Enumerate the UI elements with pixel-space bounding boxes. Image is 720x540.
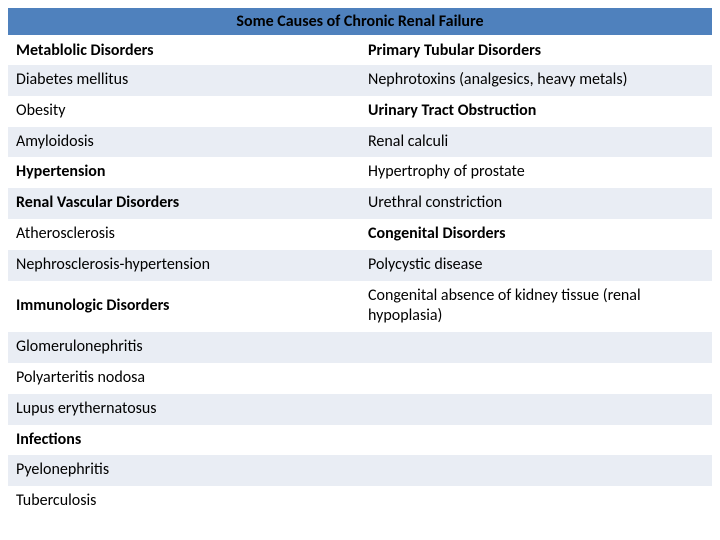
cell-left: Tuberculosis <box>8 486 360 517</box>
table-row: Infections <box>8 425 712 456</box>
cell-right: Hypertrophy of prostate <box>360 157 712 188</box>
cell-right: Urethral constriction <box>360 188 712 219</box>
table-row: ObesityUrinary Tract Obstruction <box>8 96 712 127</box>
cell-right <box>360 425 712 456</box>
table-row: Pyelonephritis <box>8 455 712 486</box>
cell-left: Diabetes mellitus <box>8 65 360 96</box>
cell-left: Lupus erythernatosus <box>8 394 360 425</box>
cell-right: Renal calculi <box>360 127 712 158</box>
title-row: Some Causes of Chronic Renal Failure <box>8 8 712 36</box>
cell-left: Polyarteritis nodosa <box>8 363 360 394</box>
cell-left: Glomerulonephritis <box>8 332 360 363</box>
cell-right: Nephrotoxins (analgesics, heavy metals) <box>360 65 712 96</box>
cell-right: Primary Tubular Disorders <box>360 36 712 66</box>
cell-right <box>360 332 712 363</box>
cell-left: Hypertension <box>8 157 360 188</box>
table-row: Metablolic DisordersPrimary Tubular Diso… <box>8 36 712 66</box>
cell-left: Nephrosclerosis-hypertension <box>8 250 360 281</box>
table-row: Tuberculosis <box>8 486 712 517</box>
cell-right: Congenital Disorders <box>360 219 712 250</box>
table-row: Lupus erythernatosus <box>8 394 712 425</box>
table-row: Diabetes mellitusNephrotoxins (analgesic… <box>8 65 712 96</box>
cell-right <box>360 486 712 517</box>
cell-right <box>360 455 712 486</box>
cell-left: Metablolic Disorders <box>8 36 360 66</box>
cell-left: Infections <box>8 425 360 456</box>
causes-table: Some Causes of Chronic Renal Failure Met… <box>8 8 712 517</box>
table-row: Renal Vascular DisordersUrethral constri… <box>8 188 712 219</box>
table-row: Nephrosclerosis-hypertensionPolycystic d… <box>8 250 712 281</box>
cell-right <box>360 394 712 425</box>
cell-right <box>360 363 712 394</box>
cell-left: Atherosclerosis <box>8 219 360 250</box>
cell-right: Congenital absence of kidney tissue (ren… <box>360 281 712 333</box>
cell-left: Amyloidosis <box>8 127 360 158</box>
table-row: Glomerulonephritis <box>8 332 712 363</box>
table-row: Immunologic Disorders Congenital absence… <box>8 281 712 333</box>
table-row: HypertensionHypertrophy of prostate <box>8 157 712 188</box>
cell-right: Urinary Tract Obstruction <box>360 96 712 127</box>
cell-left: Renal Vascular Disorders <box>8 188 360 219</box>
table-title: Some Causes of Chronic Renal Failure <box>8 8 712 36</box>
cell-left: Immunologic Disorders <box>8 281 360 333</box>
cell-left: Obesity <box>8 96 360 127</box>
table-row: AtherosclerosisCongenital Disorders <box>8 219 712 250</box>
table-row: AmyloidosisRenal calculi <box>8 127 712 158</box>
cell-right: Polycystic disease <box>360 250 712 281</box>
table-row: Polyarteritis nodosa <box>8 363 712 394</box>
cell-left: Pyelonephritis <box>8 455 360 486</box>
